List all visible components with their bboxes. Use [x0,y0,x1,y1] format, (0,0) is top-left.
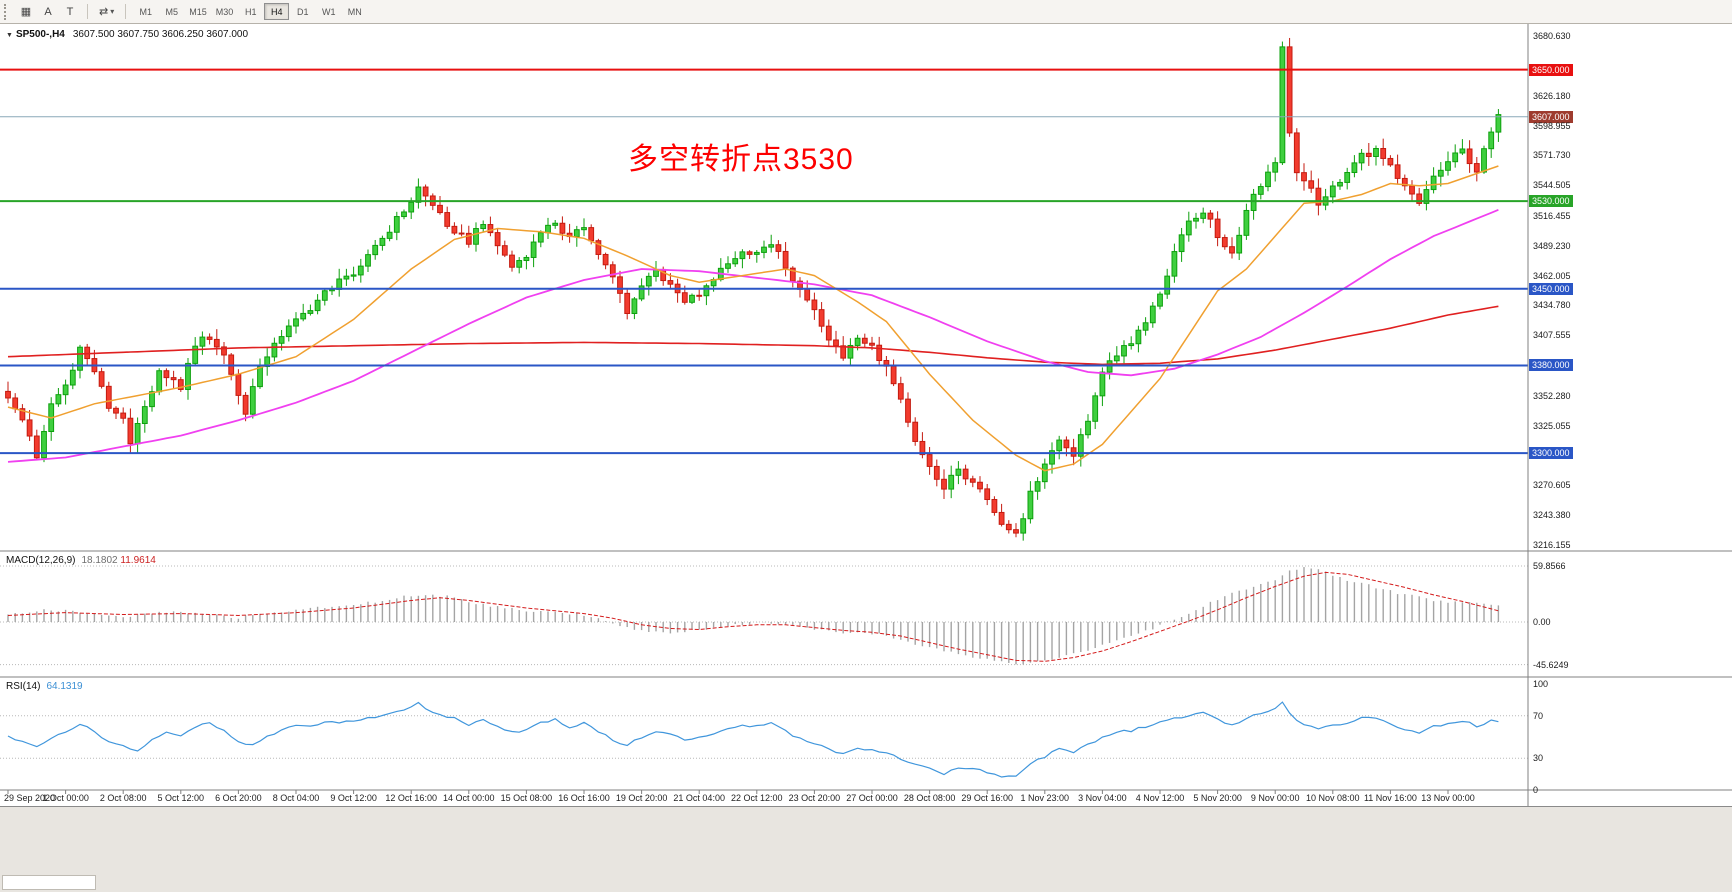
cycles-tool-button[interactable]: ⇄ ▾ [95,3,118,21]
label-tool-icon[interactable]: T [66,5,74,18]
time-axis-label: 19 Oct 20:00 [615,793,668,803]
price-axis-label: 3352.280 [1533,390,1571,401]
time-axis-label: 29 Sep 2020 [4,793,56,803]
time-axis-label: 23 Oct 20:00 [788,793,841,803]
rsi-name: RSI(14) [6,681,41,692]
price-level-badge: 3450.000 [1529,282,1573,295]
macd-histogram [7,567,1500,665]
rsi-axis-label: 100 [1533,679,1549,689]
timeframe-m5[interactable]: M5 [165,6,178,17]
text-tool-icon[interactable]: A [44,5,52,18]
price-axis-label: 3626.180 [1533,90,1571,101]
price-axis-label: 3407.555 [1533,330,1571,341]
time-axis-label: 21 Oct 04:00 [673,793,725,803]
timeframe-h1[interactable]: H1 [245,6,257,17]
time-axis-label: 27 Oct 00:00 [846,793,898,803]
rsi-label: RSI(14) 64.1319 [6,681,83,692]
price-axis-label: 3270.605 [1533,480,1571,491]
price-axis-label: 3516.455 [1533,210,1571,221]
price-level-badge: 3650.000 [1529,63,1573,76]
time-axis-label: 1 Oct 00:00 [42,793,89,803]
rsi-axis-label: 0 [1533,785,1539,795]
price-axis-label: 3598.955 [1533,120,1571,131]
toolbar: ▦ A T ⇄ ▾ M1 M5 M15 M30 H1 H4 D1 W1 MN [0,0,1732,24]
rsi-axis-label: 30 [1533,753,1544,764]
time-axis-label: 13 Nov 00:00 [1421,793,1475,803]
price-level-badge: 3530.000 [1529,195,1573,208]
time-axis-label: 14 Oct 00:00 [443,793,495,803]
time-axis-label: 4 Nov 12:00 [1135,793,1185,803]
chart-symbol-period: SP500-,H4 [15,29,65,40]
price-level-badge: 3300.000 [1529,447,1573,460]
time-axis-label: 16 Oct 16:00 [558,793,610,803]
price-axis-label: 3462.005 [1533,270,1571,281]
rsi-value: 64.1319 [46,681,83,692]
candles [5,37,1502,541]
price-axis-label: 3544.505 [1533,180,1571,191]
time-axis-label: 3 Nov 04:00 [1078,793,1127,803]
dropdown-caret-icon: ▾ [110,7,115,16]
status-bar [0,806,1732,892]
price-axis-label: 3680.630 [1533,31,1571,41]
timeframe-group: M1 M5 M15 M30 H1 H4 D1 W1 MN [133,3,367,20]
timeframe-m15[interactable]: M15 [189,6,207,17]
ma-orange-line [7,165,1499,472]
time-axis-label: 28 Oct 08:00 [903,793,956,803]
time-axis-label: 15 Oct 08:00 [500,793,553,803]
time-axis-label: 2 Oct 08:00 [99,793,147,803]
macd-label: MACD(12,26,9) 18.1802 11.9614 [6,555,156,566]
rsi-axis-label: 70 [1533,710,1544,721]
toolbar-separator [87,4,88,19]
price-axis-label: 3216.155 [1533,540,1571,550]
time-axis-label: 9 Oct 12:00 [330,793,377,803]
timeframe-d1[interactable]: D1 [297,6,309,17]
time-axis-label: 11 Nov 16:00 [1363,793,1417,803]
time-axis-label: 1 Nov 23:00 [1020,793,1070,803]
time-axis-label: 9 Nov 00:00 [1250,793,1300,803]
price-level-badge: 3380.000 [1529,359,1573,372]
macd-main-value: 18.1802 [81,555,118,566]
chart-annotation: 多空转折点3530 [628,143,854,176]
rsi-line [7,701,1499,778]
current-price-badge: 3607.000 [1529,110,1573,123]
macd-name: MACD(12,26,9) [6,555,76,566]
time-axis-label: 12 Oct 16:00 [385,793,437,803]
timeframe-mn[interactable]: MN [347,6,362,17]
toolbar-grip[interactable] [4,3,10,20]
time-axis-label: 6 Oct 20:00 [215,793,262,803]
chart-dropdown-icon[interactable]: ▼ [6,32,13,39]
timeframe-h4[interactable]: H4 [264,3,290,20]
timeframe-m30[interactable]: M30 [215,6,234,17]
cycles-tool-icon: ⇄ [99,6,109,18]
toolbar-separator-2 [125,4,127,19]
time-axis-label: 10 Nov 08:00 [1306,793,1360,803]
chart-canvas[interactable] [0,24,1732,806]
price-axis-label: 3243.380 [1533,510,1571,521]
time-axis-label: 8 Oct 04:00 [272,793,320,803]
status-cell [2,875,96,890]
macd-axis-label: 59.8566 [1533,561,1566,571]
price-axis-label: 3325.055 [1533,420,1571,431]
ma-magenta-line [7,208,1499,463]
macd-axis-label: 0.00 [1533,617,1551,627]
time-axis-label: 22 Oct 12:00 [731,793,783,803]
price-axis-label: 3571.730 [1533,150,1571,161]
time-axis-label: 5 Nov 20:00 [1193,793,1242,803]
chart-ohlc-values: 3607.500 3607.750 3606.250 3607.000 [72,29,249,40]
chart-window: ▼ SP500-,H4 3607.500 3607.750 3606.250 360… [0,24,1732,892]
ma-red-line [7,305,1499,366]
chart-window-icon[interactable]: ▦ [20,6,32,18]
macd-axis-label: -45.6249 [1533,659,1569,670]
time-axis-label: 29 Oct 16:00 [961,793,1013,803]
macd-signal-line [7,571,1499,662]
time-axis-label: 5 Oct 12:00 [157,793,205,803]
price-axis-label: 3489.230 [1533,240,1571,251]
timeframe-m1[interactable]: M1 [139,6,152,17]
macd-signal-value: 11.9614 [120,555,156,566]
chart-title: ▼ SP500-,H4 3607.500 3607.750 3606.250 360… [6,29,248,40]
timeframe-w1[interactable]: W1 [322,6,336,17]
price-axis-label: 3434.780 [1533,300,1571,311]
